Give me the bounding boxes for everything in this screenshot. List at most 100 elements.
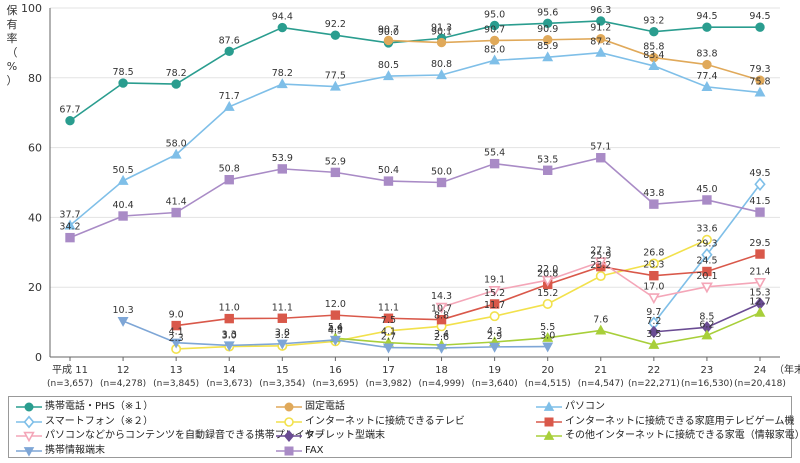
data-point [702,195,712,205]
x-tick-n: (n=3,845) [153,379,199,389]
data-label: 87.2 [590,37,611,48]
data-label: 27.3 [590,246,611,257]
data-label: 20.1 [696,271,717,282]
y-tick-label: 60 [28,142,42,155]
data-label: 29.3 [696,239,717,250]
y-tick-label: 20 [28,281,42,294]
data-label: 33.6 [696,224,717,235]
data-label: 95.0 [484,9,505,20]
x-tick-n: (n=4,999) [419,379,465,389]
y-tick-label: 80 [28,72,42,85]
legend-label: インターネットに接続できる家庭用テレビゲーム機 [565,415,795,427]
legend-swatch [536,430,562,440]
data-point [542,51,554,62]
data-label: 34.2 [59,222,80,233]
data-label: 10.7 [431,304,452,315]
legend-swatch [276,402,302,412]
data-point [383,35,394,46]
x-tick-year: 21 [594,365,607,376]
data-point [436,69,448,80]
legend: 携帯電話・PHS（※１） 固定電話 パソコン スマートフォン（※２） インターネットに接… [8,396,800,458]
data-point [489,20,500,31]
data-label: 23.3 [643,260,664,271]
data-point [648,325,660,339]
data-label: 50.5 [112,165,133,176]
data-label: 3.5 [646,329,661,340]
data-point [118,78,128,88]
x-tick-n: (n=3,982) [365,379,411,389]
data-label: 58.0 [166,139,187,150]
data-point [277,164,288,174]
x-tick-labels: 平成 11 (n=3,657) 12 (n=4,278) 13 (n=3,845) 14 (n… [47,364,786,389]
data-label: 20.8 [537,268,558,279]
y-tick-label: 40 [28,211,42,224]
series-line [69,156,761,239]
data-point [330,310,341,320]
data-point [702,266,712,277]
data-point [489,35,500,46]
data-point [542,18,553,29]
series-line [388,37,761,82]
data-label: 41.4 [166,197,187,208]
series-lines [64,16,766,354]
data-point [488,285,501,297]
legend-label: パソコン [565,401,605,412]
legend-label: FAX [305,444,324,456]
legend-marker [23,431,35,443]
data-label: 91.3 [431,22,452,33]
data-point [223,341,235,352]
data-label: 94.5 [749,11,770,22]
data-label: 96.3 [590,5,611,16]
data-point [276,339,288,350]
data-point [702,22,712,32]
data-point [117,174,129,185]
data-point [118,211,128,221]
data-point [383,325,394,336]
x-tick-n: (n=20,418) [734,379,786,389]
data-label: 11.0 [219,303,240,314]
data-point [224,313,234,324]
data-label: 29.5 [749,238,770,249]
data-label: 25.9 [590,251,611,262]
data-label: 11.7 [484,300,505,311]
data-label: 50.0 [431,167,452,178]
data-point [647,293,660,305]
data-label: 78.2 [166,68,187,79]
data-label: 53.5 [537,154,558,165]
data-point [224,175,234,185]
data-label: 85.9 [537,41,558,52]
data-label: 2.6 [434,332,449,343]
data-point [383,313,394,323]
data-label: 4.1 [169,327,184,338]
legend-marker [284,402,294,412]
y-tick-label: 100 [21,2,42,15]
data-point [277,22,288,33]
data-label: 3.4 [434,329,449,340]
data-label: 5.5 [540,322,555,333]
data-label: 90.1 [431,27,452,38]
data-label: 4.1 [381,327,396,338]
data-label: 37.7 [59,209,80,220]
data-point [755,75,765,85]
axes [49,8,780,361]
data-label: 83.4 [643,50,664,61]
legend-swatch [536,417,562,426]
data-label: 14.3 [431,291,452,302]
x-tick-year: 23 [701,365,714,376]
data-point [170,148,182,159]
data-point [330,167,341,178]
data-label: 85.0 [484,44,505,55]
series-0 [65,16,765,126]
data-point [383,176,394,186]
data-point [65,116,75,126]
x-tick-n: (n=3,695) [312,379,358,389]
data-label: 17.0 [643,282,664,293]
legend-marker [23,446,35,457]
data-label: 10.3 [112,305,133,316]
data-point [436,343,448,354]
data-point [701,248,713,262]
data-point [170,338,182,349]
data-label: 80.8 [431,59,452,70]
legend-label: タブレット型端末 [305,430,385,441]
data-label: 11.1 [272,302,293,313]
